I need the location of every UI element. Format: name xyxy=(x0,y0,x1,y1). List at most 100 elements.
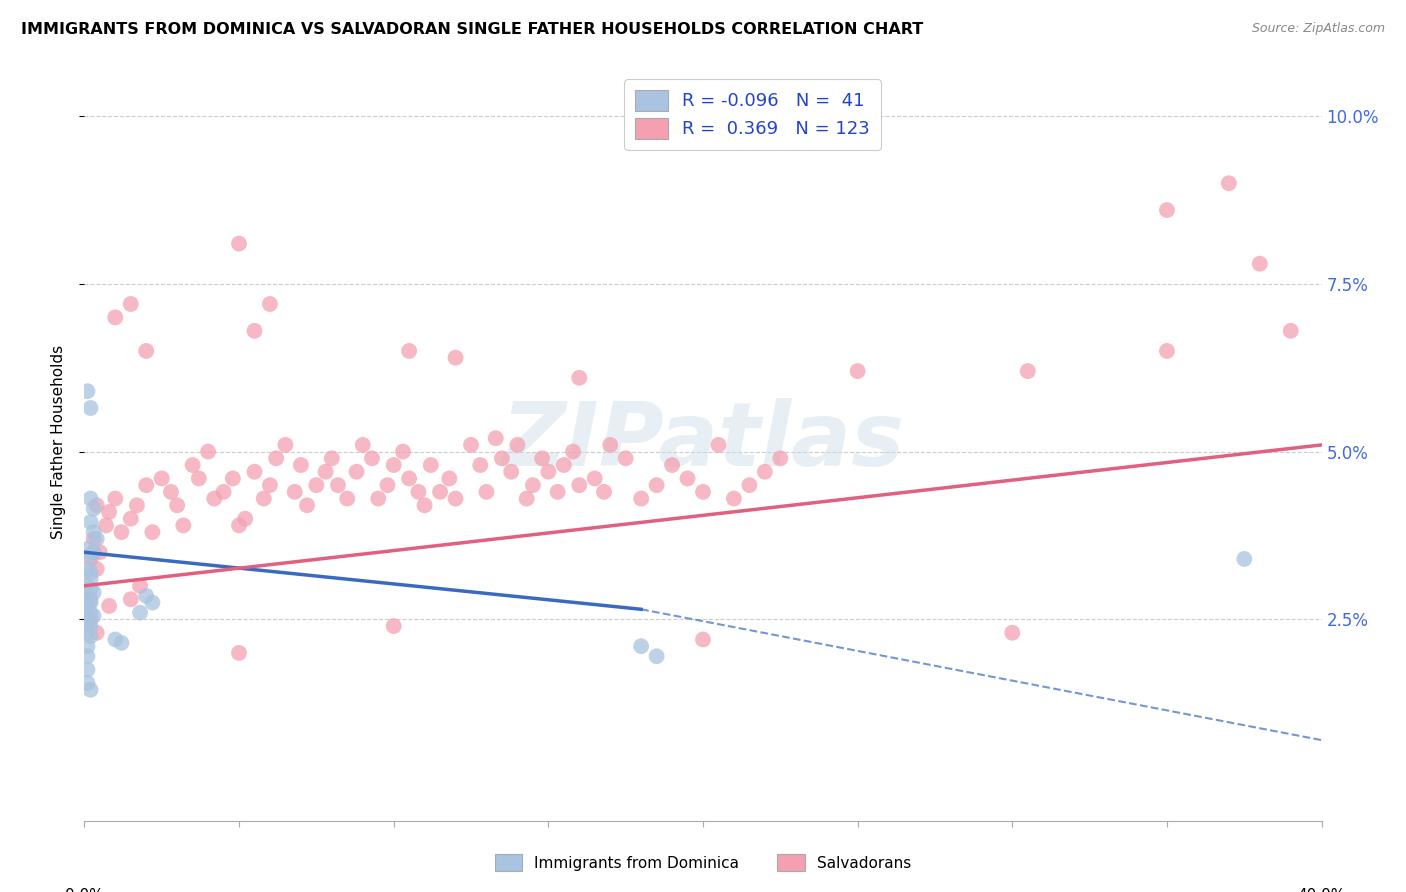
Point xyxy=(1233,552,1256,566)
Text: IMMIGRANTS FROM DOMINICA VS SALVADORAN SINGLE FATHER HOUSEHOLDS CORRELATION CHAR: IMMIGRANTS FROM DOMINICA VS SALVADORAN S… xyxy=(21,22,924,37)
Point xyxy=(135,589,157,603)
Point xyxy=(1156,343,1178,358)
Point xyxy=(243,324,266,338)
Point xyxy=(259,297,281,311)
Point xyxy=(76,639,98,653)
Text: ZIPatlas: ZIPatlas xyxy=(502,398,904,485)
Point xyxy=(98,505,121,519)
Point xyxy=(76,615,98,630)
Point xyxy=(79,596,101,610)
Point xyxy=(501,465,523,479)
Point xyxy=(1249,257,1271,271)
Point xyxy=(129,579,152,593)
Point xyxy=(568,371,591,385)
Point xyxy=(79,619,101,633)
Point xyxy=(692,484,714,499)
Point xyxy=(202,491,225,506)
Point xyxy=(83,525,105,540)
Point xyxy=(321,451,343,466)
Point xyxy=(593,484,616,499)
Point xyxy=(346,465,368,479)
Point xyxy=(187,471,209,485)
Text: 40.0%: 40.0% xyxy=(1298,888,1346,892)
Point xyxy=(485,431,508,445)
Point xyxy=(1279,324,1302,338)
Point xyxy=(181,458,204,472)
Point xyxy=(79,491,101,506)
Text: 0.0%: 0.0% xyxy=(65,888,104,892)
Point xyxy=(160,484,183,499)
Point xyxy=(76,625,98,640)
Point xyxy=(361,451,384,466)
Point xyxy=(444,491,467,506)
Point xyxy=(166,498,188,512)
Point xyxy=(460,438,482,452)
Point xyxy=(419,458,441,472)
Point xyxy=(135,343,157,358)
Point xyxy=(79,682,101,697)
Point xyxy=(1017,364,1039,378)
Point xyxy=(568,478,591,492)
Point xyxy=(754,465,776,479)
Point xyxy=(83,545,105,559)
Point xyxy=(98,599,121,613)
Point xyxy=(228,518,250,533)
Point xyxy=(104,632,127,647)
Point xyxy=(392,444,415,458)
Point xyxy=(212,484,235,499)
Point xyxy=(222,471,245,485)
Point xyxy=(531,451,554,466)
Point xyxy=(76,384,98,399)
Point xyxy=(290,458,312,472)
Point xyxy=(444,351,467,365)
Point xyxy=(172,518,194,533)
Point xyxy=(76,562,98,576)
Point xyxy=(150,471,173,485)
Point xyxy=(274,438,297,452)
Point xyxy=(76,663,98,677)
Point xyxy=(76,649,98,664)
Point xyxy=(76,592,98,607)
Point xyxy=(470,458,492,472)
Point xyxy=(120,592,142,607)
Point xyxy=(83,532,105,546)
Point xyxy=(305,478,328,492)
Text: Source: ZipAtlas.com: Source: ZipAtlas.com xyxy=(1251,22,1385,36)
Point xyxy=(491,451,513,466)
Point xyxy=(79,549,101,563)
Point xyxy=(79,572,101,586)
Point xyxy=(125,498,148,512)
Point xyxy=(76,602,98,616)
Point xyxy=(79,592,101,607)
Point xyxy=(141,596,163,610)
Point xyxy=(846,364,869,378)
Point xyxy=(141,525,163,540)
Point xyxy=(315,465,337,479)
Point xyxy=(398,471,420,485)
Point xyxy=(129,606,152,620)
Point xyxy=(398,343,420,358)
Point xyxy=(135,478,157,492)
Point xyxy=(79,566,101,580)
Point xyxy=(738,478,761,492)
Point xyxy=(79,515,101,529)
Point xyxy=(83,545,105,559)
Point xyxy=(382,619,405,633)
Point xyxy=(253,491,276,506)
Point xyxy=(661,458,683,472)
Point xyxy=(516,491,538,506)
Point xyxy=(79,606,101,620)
Point xyxy=(692,632,714,647)
Point xyxy=(326,478,349,492)
Point xyxy=(522,478,544,492)
Point xyxy=(264,451,287,466)
Point xyxy=(76,676,98,690)
Point xyxy=(83,585,105,599)
Point xyxy=(79,582,101,596)
Point xyxy=(76,541,98,556)
Point xyxy=(553,458,575,472)
Point xyxy=(76,579,98,593)
Point xyxy=(94,518,117,533)
Point xyxy=(645,478,668,492)
Point xyxy=(79,552,101,566)
